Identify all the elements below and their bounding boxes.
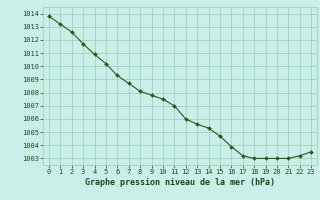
X-axis label: Graphe pression niveau de la mer (hPa): Graphe pression niveau de la mer (hPa) bbox=[85, 178, 275, 187]
